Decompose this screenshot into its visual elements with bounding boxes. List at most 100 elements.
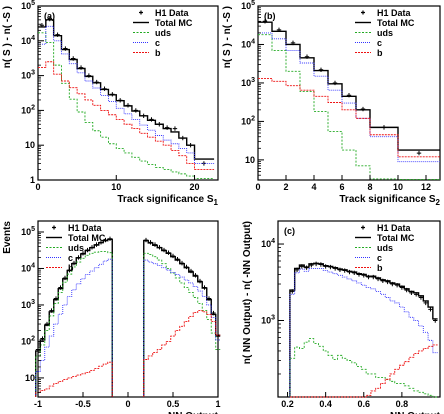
legend-label: b — [377, 48, 383, 58]
data-point — [184, 264, 189, 270]
y-tick-label: 10 — [245, 155, 255, 165]
x-ticks: 0 2 4 6 8 10 12 — [255, 175, 431, 192]
y-tick-label: 102 — [21, 104, 35, 115]
x-axis-label: NN Output — [168, 411, 219, 414]
legend-item-uds: uds — [133, 28, 171, 38]
legend-label: b — [155, 48, 161, 58]
data-point — [356, 272, 362, 277]
x-tick-label: 12 — [421, 182, 431, 192]
legend-item-b: b — [355, 48, 383, 58]
x-tick-label: 0.6 — [358, 399, 371, 409]
legend-item-c: c — [46, 253, 73, 263]
legend-item-data: H1 Data — [52, 223, 103, 233]
x-tick-label: 4 — [311, 182, 316, 192]
step-total — [258, 21, 440, 151]
x-ticks: 0 10 20 — [35, 175, 200, 192]
data-point — [47, 16, 52, 22]
y-tick-label: 104 — [241, 38, 255, 49]
y-tick-label: 105 — [21, 0, 35, 11]
data-point — [428, 307, 433, 312]
x-ticks: -1 -0.5 0 0.5 1 — [34, 392, 221, 409]
series-data — [35, 236, 221, 352]
legend-item-total: Total MC — [133, 18, 193, 28]
step-c — [35, 258, 221, 397]
legend-label: H1 Data — [155, 8, 190, 18]
legend-item-total: Total MC — [355, 233, 415, 243]
x-tick-label: -1 — [34, 399, 42, 409]
series-c — [258, 32, 440, 163]
panel-label: (c) — [284, 226, 295, 236]
series-b — [258, 78, 440, 158]
step-b — [38, 61, 215, 170]
y-tick-label: 104 — [21, 262, 35, 273]
legend-label: Total MC — [68, 233, 106, 243]
data-point — [94, 79, 99, 85]
legend-label: c — [377, 253, 382, 263]
x-tick-label: 6 — [339, 182, 344, 192]
series-b — [35, 310, 221, 397]
step-c — [289, 267, 438, 397]
x-tick-label: 0.5 — [167, 399, 180, 409]
x-tick-label: -0.5 — [75, 399, 91, 409]
panel-a: 0 10 20 1 10 102 103 104 105 Track significance S… — [2, 0, 219, 207]
legend-item-data: H1 Data — [361, 8, 412, 18]
data-point — [172, 126, 178, 131]
legend-label: uds — [377, 243, 393, 253]
series-uds — [35, 251, 221, 397]
legend-label: b — [377, 263, 383, 273]
y-tick-label: 103 — [21, 299, 35, 310]
legend-label: Total MC — [377, 233, 415, 243]
y-axis-label: n( S ) - n( -S ) — [2, 6, 13, 68]
x-tick-label: 10 — [111, 182, 121, 192]
series-data — [39, 16, 207, 166]
data-point — [152, 242, 158, 247]
legend-item-b: b — [46, 263, 74, 273]
legend-label: c — [155, 38, 160, 48]
x-tick-label: 1 — [215, 399, 220, 409]
series-c — [289, 267, 438, 397]
step-uds — [258, 34, 440, 180]
data-point — [347, 269, 352, 275]
x-tick-label: 0 — [35, 182, 40, 192]
legend-item-total: Total MC — [46, 233, 106, 243]
step-total — [289, 262, 438, 397]
step-c — [38, 25, 215, 164]
y-axis-label: n( NN Output) - n( -NN Output) — [242, 221, 253, 364]
y-tick-label: 1 — [30, 175, 35, 185]
panel-label: (b) — [264, 11, 276, 21]
series-b — [289, 344, 438, 398]
legend-label: c — [377, 38, 382, 48]
plot-frame — [257, 5, 441, 181]
legend-label: Total MC — [377, 18, 415, 28]
legend-item-c: c — [133, 38, 160, 48]
x-tick-label: 0 — [255, 182, 260, 192]
data-point — [170, 253, 176, 259]
data-point — [197, 278, 203, 284]
y-tick-label: 103 — [261, 315, 275, 326]
x-tick-label: 0.2 — [281, 399, 294, 409]
legend-marker — [52, 225, 56, 230]
data-point — [352, 270, 357, 276]
y-tick-label: 102 — [21, 335, 35, 346]
data-point — [193, 273, 198, 278]
panel-nn-events: -1 -0.5 0 0.5 1 10 102 103 104 105 NN Output Events… — [2, 220, 221, 414]
y-tick-label: 102 — [241, 115, 255, 126]
y-tick-label: 105 — [241, 0, 255, 11]
y-tick-label: 103 — [21, 70, 35, 81]
y-tick-label: 104 — [261, 238, 275, 249]
step-c — [258, 32, 440, 163]
x-tick-label: 0.4 — [319, 399, 332, 409]
y-tick-label: 105 — [21, 226, 35, 237]
legend-item-total: Total MC — [355, 18, 415, 28]
series-total — [38, 19, 215, 160]
panel-b: 0 2 4 6 8 10 12 10 102 103 104 105 Track significanc… — [222, 0, 441, 207]
data-point — [416, 150, 422, 156]
legend-item-c: c — [355, 253, 382, 263]
step-uds — [289, 338, 438, 398]
step-uds — [35, 251, 221, 397]
legend-label: uds — [155, 28, 171, 38]
